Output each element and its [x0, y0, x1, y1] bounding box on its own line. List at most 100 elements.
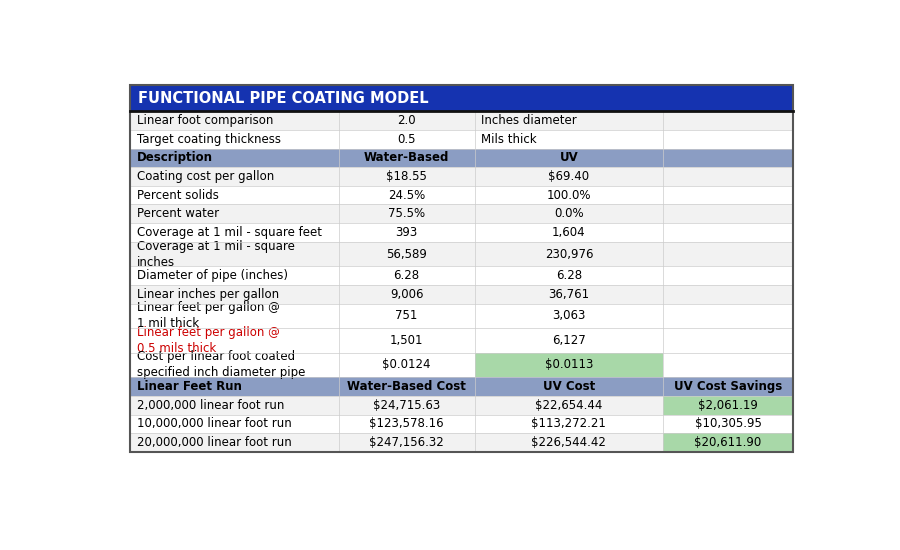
Text: 6.28: 6.28 [393, 269, 419, 282]
Text: UV: UV [560, 151, 579, 164]
Text: Linear inches per gallon: Linear inches per gallon [137, 288, 279, 301]
Bar [130, 415, 338, 433]
Text: $20,611.90: $20,611.90 [694, 436, 761, 449]
Text: Coating cost per gallon: Coating cost per gallon [137, 170, 274, 183]
Text: Target coating thickness: Target coating thickness [137, 133, 281, 146]
Bar [663, 148, 793, 167]
Text: Diameter of pipe (inches): Diameter of pipe (inches) [137, 269, 288, 282]
Text: 3,063: 3,063 [553, 309, 586, 322]
Bar [338, 433, 474, 452]
Text: 20,000,000 linear foot run: 20,000,000 linear foot run [137, 436, 292, 449]
Bar [474, 242, 663, 266]
Bar [338, 415, 474, 433]
Text: Percent solids: Percent solids [137, 189, 219, 202]
Text: 9,006: 9,006 [390, 288, 423, 301]
Bar [338, 148, 474, 167]
Text: $226,544.42: $226,544.42 [532, 436, 607, 449]
Bar [338, 377, 474, 396]
Text: Cost per linear foot coated
specified inch diameter pipe: Cost per linear foot coated specified in… [137, 350, 305, 380]
Text: Inches diameter: Inches diameter [482, 114, 577, 127]
Bar [663, 130, 793, 148]
Bar [663, 186, 793, 205]
Text: Mils thick: Mils thick [482, 133, 537, 146]
Bar [338, 111, 474, 130]
Text: 2,000,000 linear foot run: 2,000,000 linear foot run [137, 399, 284, 412]
Bar [474, 223, 663, 242]
Bar [130, 223, 338, 242]
Bar [663, 328, 793, 353]
Bar [663, 433, 793, 452]
Bar [130, 111, 338, 130]
Bar [338, 396, 474, 415]
Text: $2,061.19: $2,061.19 [698, 399, 758, 412]
Text: Water-Based Cost: Water-Based Cost [347, 380, 466, 393]
Text: Coverage at 1 mil - square feet: Coverage at 1 mil - square feet [137, 226, 322, 239]
Text: $247,156.32: $247,156.32 [369, 436, 444, 449]
Bar [338, 304, 474, 328]
Bar [338, 353, 474, 377]
Bar [130, 186, 338, 205]
Text: $69.40: $69.40 [548, 170, 590, 183]
Text: 2.0: 2.0 [397, 114, 416, 127]
Text: 56,589: 56,589 [386, 248, 427, 261]
Text: $113,272.21: $113,272.21 [532, 417, 607, 430]
Bar [474, 353, 663, 377]
Text: 36,761: 36,761 [548, 288, 590, 301]
Bar [338, 266, 474, 285]
Bar [663, 377, 793, 396]
Bar [130, 85, 793, 452]
Text: 1,501: 1,501 [390, 334, 423, 347]
Bar [663, 285, 793, 304]
Text: UV Cost Savings: UV Cost Savings [674, 380, 782, 393]
Text: 0.0%: 0.0% [554, 207, 584, 221]
Text: 6,127: 6,127 [552, 334, 586, 347]
Bar [130, 353, 338, 377]
Text: UV Cost: UV Cost [543, 380, 595, 393]
Text: Linear feet per gallon @
1 mil thick: Linear feet per gallon @ 1 mil thick [137, 301, 280, 331]
Text: 100.0%: 100.0% [546, 189, 591, 202]
Bar [338, 328, 474, 353]
Bar [663, 396, 793, 415]
Bar [474, 396, 663, 415]
Text: $10,305.95: $10,305.95 [695, 417, 761, 430]
Bar [474, 167, 663, 186]
Bar [338, 130, 474, 148]
Bar [474, 415, 663, 433]
Bar [130, 242, 338, 266]
Text: Percent water: Percent water [137, 207, 219, 221]
Bar [663, 266, 793, 285]
Bar [663, 223, 793, 242]
Text: 0.5: 0.5 [397, 133, 416, 146]
Bar [474, 130, 663, 148]
Bar [130, 433, 338, 452]
Bar [663, 304, 793, 328]
Text: $0.0113: $0.0113 [544, 359, 593, 371]
Text: Coverage at 1 mil - square
inches: Coverage at 1 mil - square inches [137, 240, 295, 268]
Bar [130, 328, 338, 353]
Bar [130, 285, 338, 304]
Bar [130, 205, 338, 223]
Bar [663, 242, 793, 266]
Bar [663, 205, 793, 223]
Text: 75.5%: 75.5% [388, 207, 425, 221]
Bar [130, 148, 338, 167]
Text: Water-Based: Water-Based [364, 151, 449, 164]
Text: 1,604: 1,604 [552, 226, 586, 239]
Bar [663, 415, 793, 433]
Bar [338, 285, 474, 304]
Text: $0.0124: $0.0124 [382, 359, 431, 371]
Bar [338, 167, 474, 186]
Bar [130, 396, 338, 415]
Bar [130, 266, 338, 285]
Bar [474, 111, 663, 130]
Bar [338, 205, 474, 223]
Bar [474, 304, 663, 328]
Text: Linear foot comparison: Linear foot comparison [137, 114, 274, 127]
Bar [338, 223, 474, 242]
Text: $123,578.16: $123,578.16 [369, 417, 444, 430]
Text: Linear feet per gallon @
0.5 mils thick: Linear feet per gallon @ 0.5 mils thick [137, 326, 280, 355]
Bar [663, 111, 793, 130]
Text: $22,654.44: $22,654.44 [536, 399, 603, 412]
Bar [130, 304, 338, 328]
Bar [130, 85, 793, 111]
